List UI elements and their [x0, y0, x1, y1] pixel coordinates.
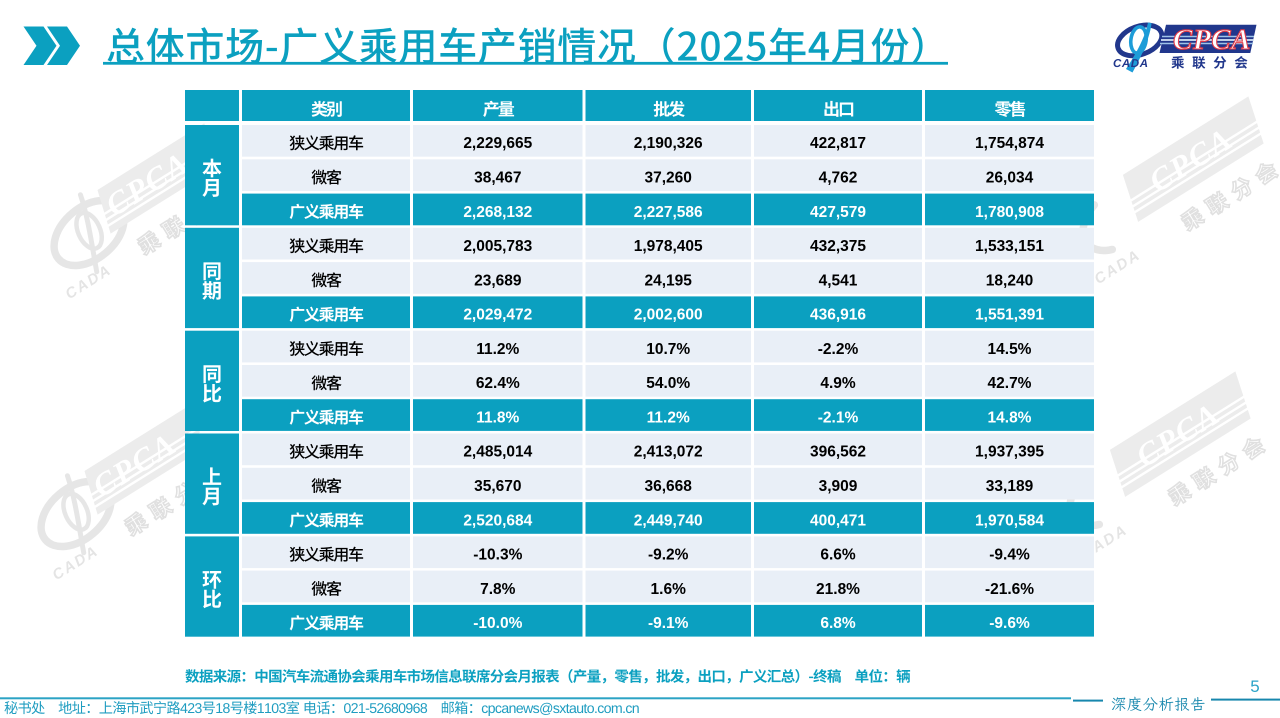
svg-text:-10.0%: -10.0%: [473, 615, 522, 632]
svg-text:33,189: 33,189: [986, 478, 1034, 495]
svg-text:432,375: 432,375: [810, 238, 866, 255]
svg-text:1,970,584: 1,970,584: [975, 512, 1044, 529]
svg-text:35,670: 35,670: [474, 478, 521, 495]
svg-text:2,520,684: 2,520,684: [463, 512, 532, 529]
svg-text:37,260: 37,260: [644, 170, 691, 187]
svg-text:54.0%: 54.0%: [646, 375, 690, 392]
svg-text:-2.2%: -2.2%: [818, 341, 859, 358]
svg-text:62.4%: 62.4%: [476, 375, 520, 392]
svg-text:42.7%: 42.7%: [988, 375, 1032, 392]
svg-text:5: 5: [1250, 677, 1259, 696]
svg-text:14.5%: 14.5%: [988, 341, 1032, 358]
svg-text:1,754,874: 1,754,874: [975, 135, 1044, 152]
svg-text:2,005,783: 2,005,783: [463, 238, 532, 255]
svg-text:2,268,132: 2,268,132: [463, 204, 532, 221]
svg-text:11.2%: 11.2%: [476, 341, 519, 358]
svg-text:4,762: 4,762: [819, 170, 858, 187]
svg-text:396,562: 396,562: [810, 444, 866, 461]
svg-text:422,817: 422,817: [810, 135, 866, 152]
svg-text:26,034: 26,034: [986, 170, 1034, 187]
svg-text:14.8%: 14.8%: [988, 409, 1032, 426]
svg-text:436,916: 436,916: [810, 307, 866, 324]
svg-text:6.8%: 6.8%: [820, 615, 856, 632]
svg-text:400,471: 400,471: [810, 512, 866, 529]
svg-text:24,195: 24,195: [644, 272, 692, 289]
svg-text:-9.1%: -9.1%: [648, 615, 689, 632]
svg-text:11.2%: 11.2%: [647, 409, 690, 426]
svg-text:-9.6%: -9.6%: [989, 615, 1030, 632]
svg-text:-2.1%: -2.1%: [818, 409, 859, 426]
svg-text:2,029,472: 2,029,472: [463, 307, 532, 324]
svg-text:-9.2%: -9.2%: [648, 547, 689, 564]
svg-text:2,229,665: 2,229,665: [463, 135, 532, 152]
svg-text:2,227,586: 2,227,586: [634, 204, 703, 221]
svg-text:2,449,740: 2,449,740: [634, 512, 703, 529]
svg-text:427,579: 427,579: [810, 204, 866, 221]
svg-text:36,668: 36,668: [644, 478, 692, 495]
svg-text:-9.4%: -9.4%: [989, 547, 1030, 564]
svg-text:1.6%: 1.6%: [651, 581, 687, 598]
svg-text:2,413,072: 2,413,072: [634, 444, 703, 461]
svg-text:2,485,014: 2,485,014: [463, 444, 532, 461]
svg-text:11.8%: 11.8%: [476, 409, 519, 426]
svg-text:1,937,395: 1,937,395: [975, 444, 1044, 461]
svg-text:7.8%: 7.8%: [480, 581, 516, 598]
svg-text:1,780,908: 1,780,908: [975, 204, 1044, 221]
svg-text:-21.6%: -21.6%: [985, 581, 1034, 598]
svg-text:4.9%: 4.9%: [820, 375, 856, 392]
svg-text:1,533,151: 1,533,151: [975, 238, 1044, 255]
svg-text:2,190,326: 2,190,326: [634, 135, 703, 152]
svg-text:3,909: 3,909: [819, 478, 858, 495]
svg-text:1,978,405: 1,978,405: [634, 238, 703, 255]
svg-text:38,467: 38,467: [474, 170, 521, 187]
svg-text:2,002,600: 2,002,600: [634, 307, 703, 324]
svg-text:1,551,391: 1,551,391: [975, 307, 1044, 324]
svg-text:18,240: 18,240: [986, 272, 1033, 289]
svg-text:-10.3%: -10.3%: [473, 547, 522, 564]
svg-text:6.6%: 6.6%: [820, 547, 856, 564]
svg-text:21.8%: 21.8%: [816, 581, 860, 598]
svg-text:10.7%: 10.7%: [646, 341, 690, 358]
svg-text:4,541: 4,541: [819, 272, 858, 289]
svg-text:23,689: 23,689: [474, 272, 522, 289]
